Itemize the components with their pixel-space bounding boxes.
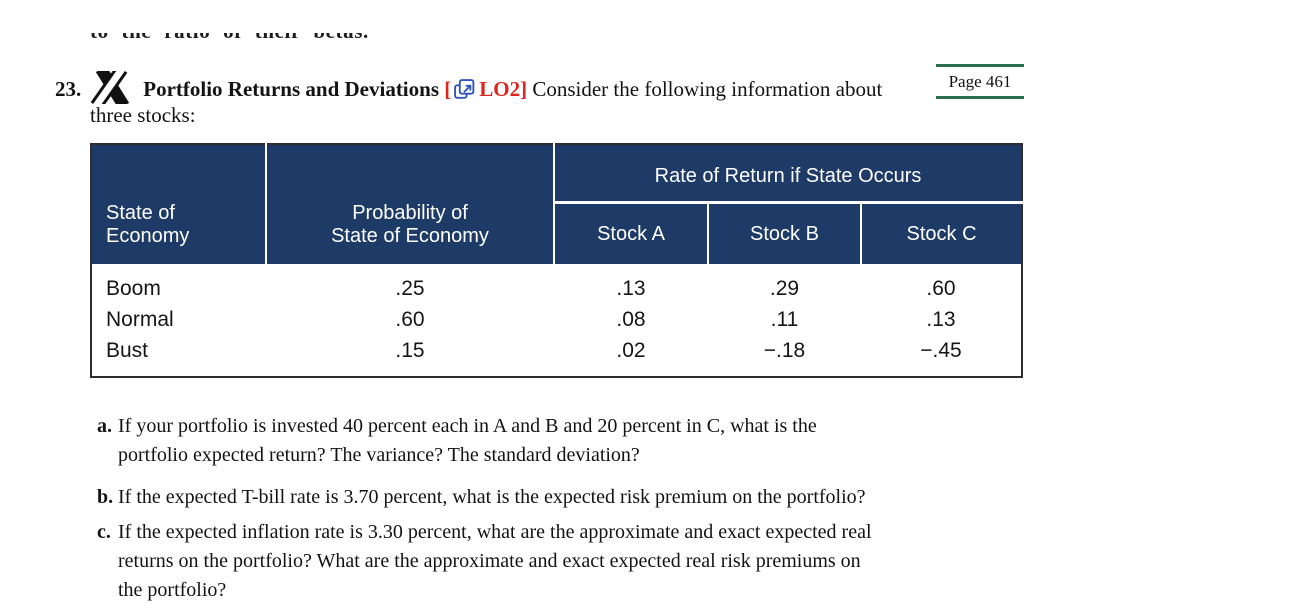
cell-stock-a: .08 <box>554 305 708 336</box>
stock-returns-table: State of Economy Probability of State of… <box>90 143 1024 378</box>
cell-state: Boom <box>91 264 266 305</box>
cell-stock-a: .13 <box>554 264 708 305</box>
cell-stock-b: .29 <box>708 264 861 305</box>
page-461-badge[interactable]: Page 461 <box>936 64 1024 99</box>
external-link-icon <box>453 78 476 110</box>
cell-probability: .25 <box>266 264 554 305</box>
question-line: the portfolio? <box>118 579 227 601</box>
lo-label: LO2] <box>479 77 528 101</box>
problem-intro: Consider the following information about <box>532 77 883 101</box>
table-row-boom: Boom .25 .13 .29 .60 <box>91 264 1023 305</box>
cell-probability: .60 <box>266 305 554 336</box>
clipped-text: to the ratio of their betas. <box>90 33 430 44</box>
header-rate-of-return-group: Rate of Return if State Occurs <box>554 144 1023 204</box>
question-b-label: b. <box>97 486 114 508</box>
question-c-label: c. <box>97 521 111 543</box>
problem-heading: 23. Portfolio Returns and Deviations [ L… <box>55 65 955 113</box>
table-row-normal: Normal .60 .08 .11 .13 <box>91 305 1023 336</box>
header-state-of-economy: State of Economy <box>91 144 267 264</box>
cell-stock-c: .13 <box>861 305 1023 336</box>
cell-stock-b: −.18 <box>708 336 861 377</box>
lo2-link[interactable]: [ LO2] <box>444 77 527 101</box>
header-probability: Probability of State of Economy <box>266 144 555 264</box>
question-line: If your portfolio is invested 40 percent… <box>118 415 817 437</box>
question-line: returns on the portfolio? What are the a… <box>118 550 861 572</box>
header-stock-c: Stock C <box>859 202 1023 264</box>
question-line: If the expected T-bill rate is 3.70 perc… <box>118 486 866 508</box>
lo-open-bracket: [ <box>444 77 452 101</box>
cell-state: Bust <box>91 336 266 377</box>
question-line: portfolio expected return? The variance?… <box>118 444 640 466</box>
question-c: c. If the expected inflation rate is 3.3… <box>97 518 1017 605</box>
table-row-bust: Bust .15 .02 −.18 −.45 <box>91 336 1023 377</box>
cell-stock-c: .60 <box>861 264 1023 305</box>
cell-probability: .15 <box>266 336 554 377</box>
cell-stock-c: −.45 <box>861 336 1023 377</box>
cell-stock-a: .02 <box>554 336 708 377</box>
problem-intro-continued: three stocks: <box>90 103 196 127</box>
question-a-label: a. <box>97 415 112 437</box>
header-stock-b: Stock B <box>707 202 861 264</box>
question-b: b. If the expected T-bill rate is 3.70 p… <box>97 483 1017 512</box>
question-list: a. If your portfolio is invested 40 perc… <box>97 412 1017 616</box>
excel-master-x-icon <box>90 65 131 113</box>
clipped-previous-paragraph: to the ratio of their betas. <box>90 33 430 49</box>
cell-state: Normal <box>91 305 266 336</box>
cell-stock-b: .11 <box>708 305 861 336</box>
problem-number: 23. <box>55 77 82 101</box>
question-line: If the expected inflation rate is 3.30 p… <box>118 521 872 543</box>
problem-title: Portfolio Returns and Deviations <box>143 77 439 101</box>
header-stock-a: Stock A <box>554 202 708 264</box>
question-a: a. If your portfolio is invested 40 perc… <box>97 412 1017 470</box>
